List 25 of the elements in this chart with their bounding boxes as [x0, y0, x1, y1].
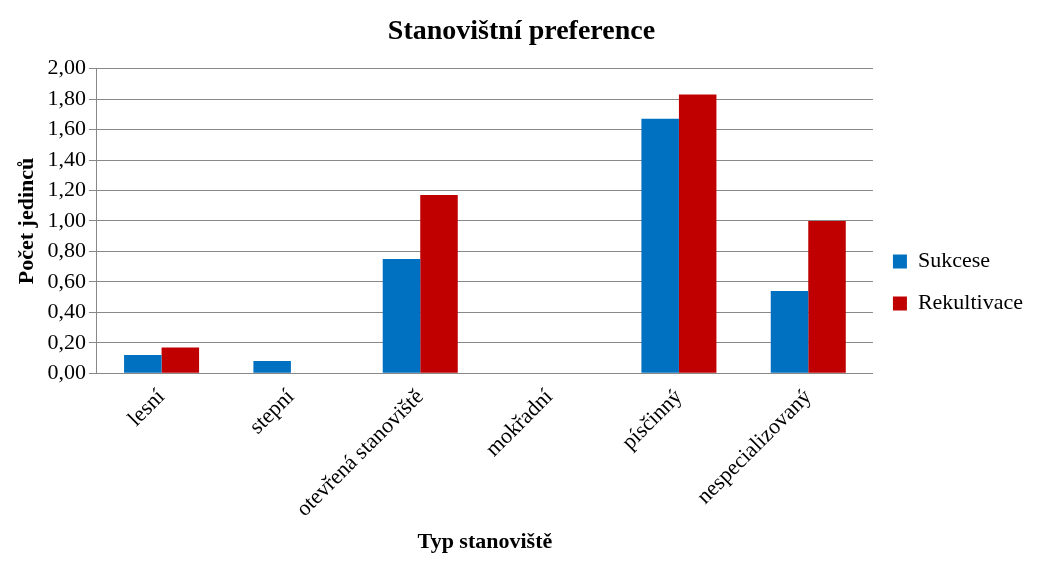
chart-title: Stanovištní preference — [387, 14, 656, 46]
bar — [382, 259, 421, 373]
bar — [420, 195, 458, 373]
y-axis-title: Počet jedinců — [12, 157, 38, 285]
y-tick-label: 0,60 — [47, 267, 86, 293]
y-tick-label: 2,00 — [47, 54, 86, 80]
y-tick-label: 0,20 — [47, 328, 86, 354]
bar — [124, 354, 162, 373]
bar — [641, 118, 679, 373]
y-tick-label: 0,80 — [47, 237, 86, 263]
legend-label: Sukcese — [917, 247, 991, 273]
y-tick-label: 0,40 — [47, 298, 86, 324]
y-tick-label: 1,80 — [47, 84, 86, 110]
bar — [770, 291, 809, 373]
y-tick-label: 1,00 — [47, 206, 86, 232]
x-axis-title: Typ stanoviště — [417, 528, 553, 554]
bar — [161, 347, 200, 373]
bar — [678, 94, 717, 373]
bar — [253, 361, 291, 373]
y-tick-label: 1,40 — [47, 145, 86, 171]
y-tick-label: 1,20 — [47, 176, 86, 202]
y-tick-label: 0,00 — [47, 359, 86, 385]
legend-label: Rekultivace — [917, 289, 1024, 315]
bar — [808, 220, 846, 373]
y-tick-label: 1,60 — [47, 115, 86, 141]
